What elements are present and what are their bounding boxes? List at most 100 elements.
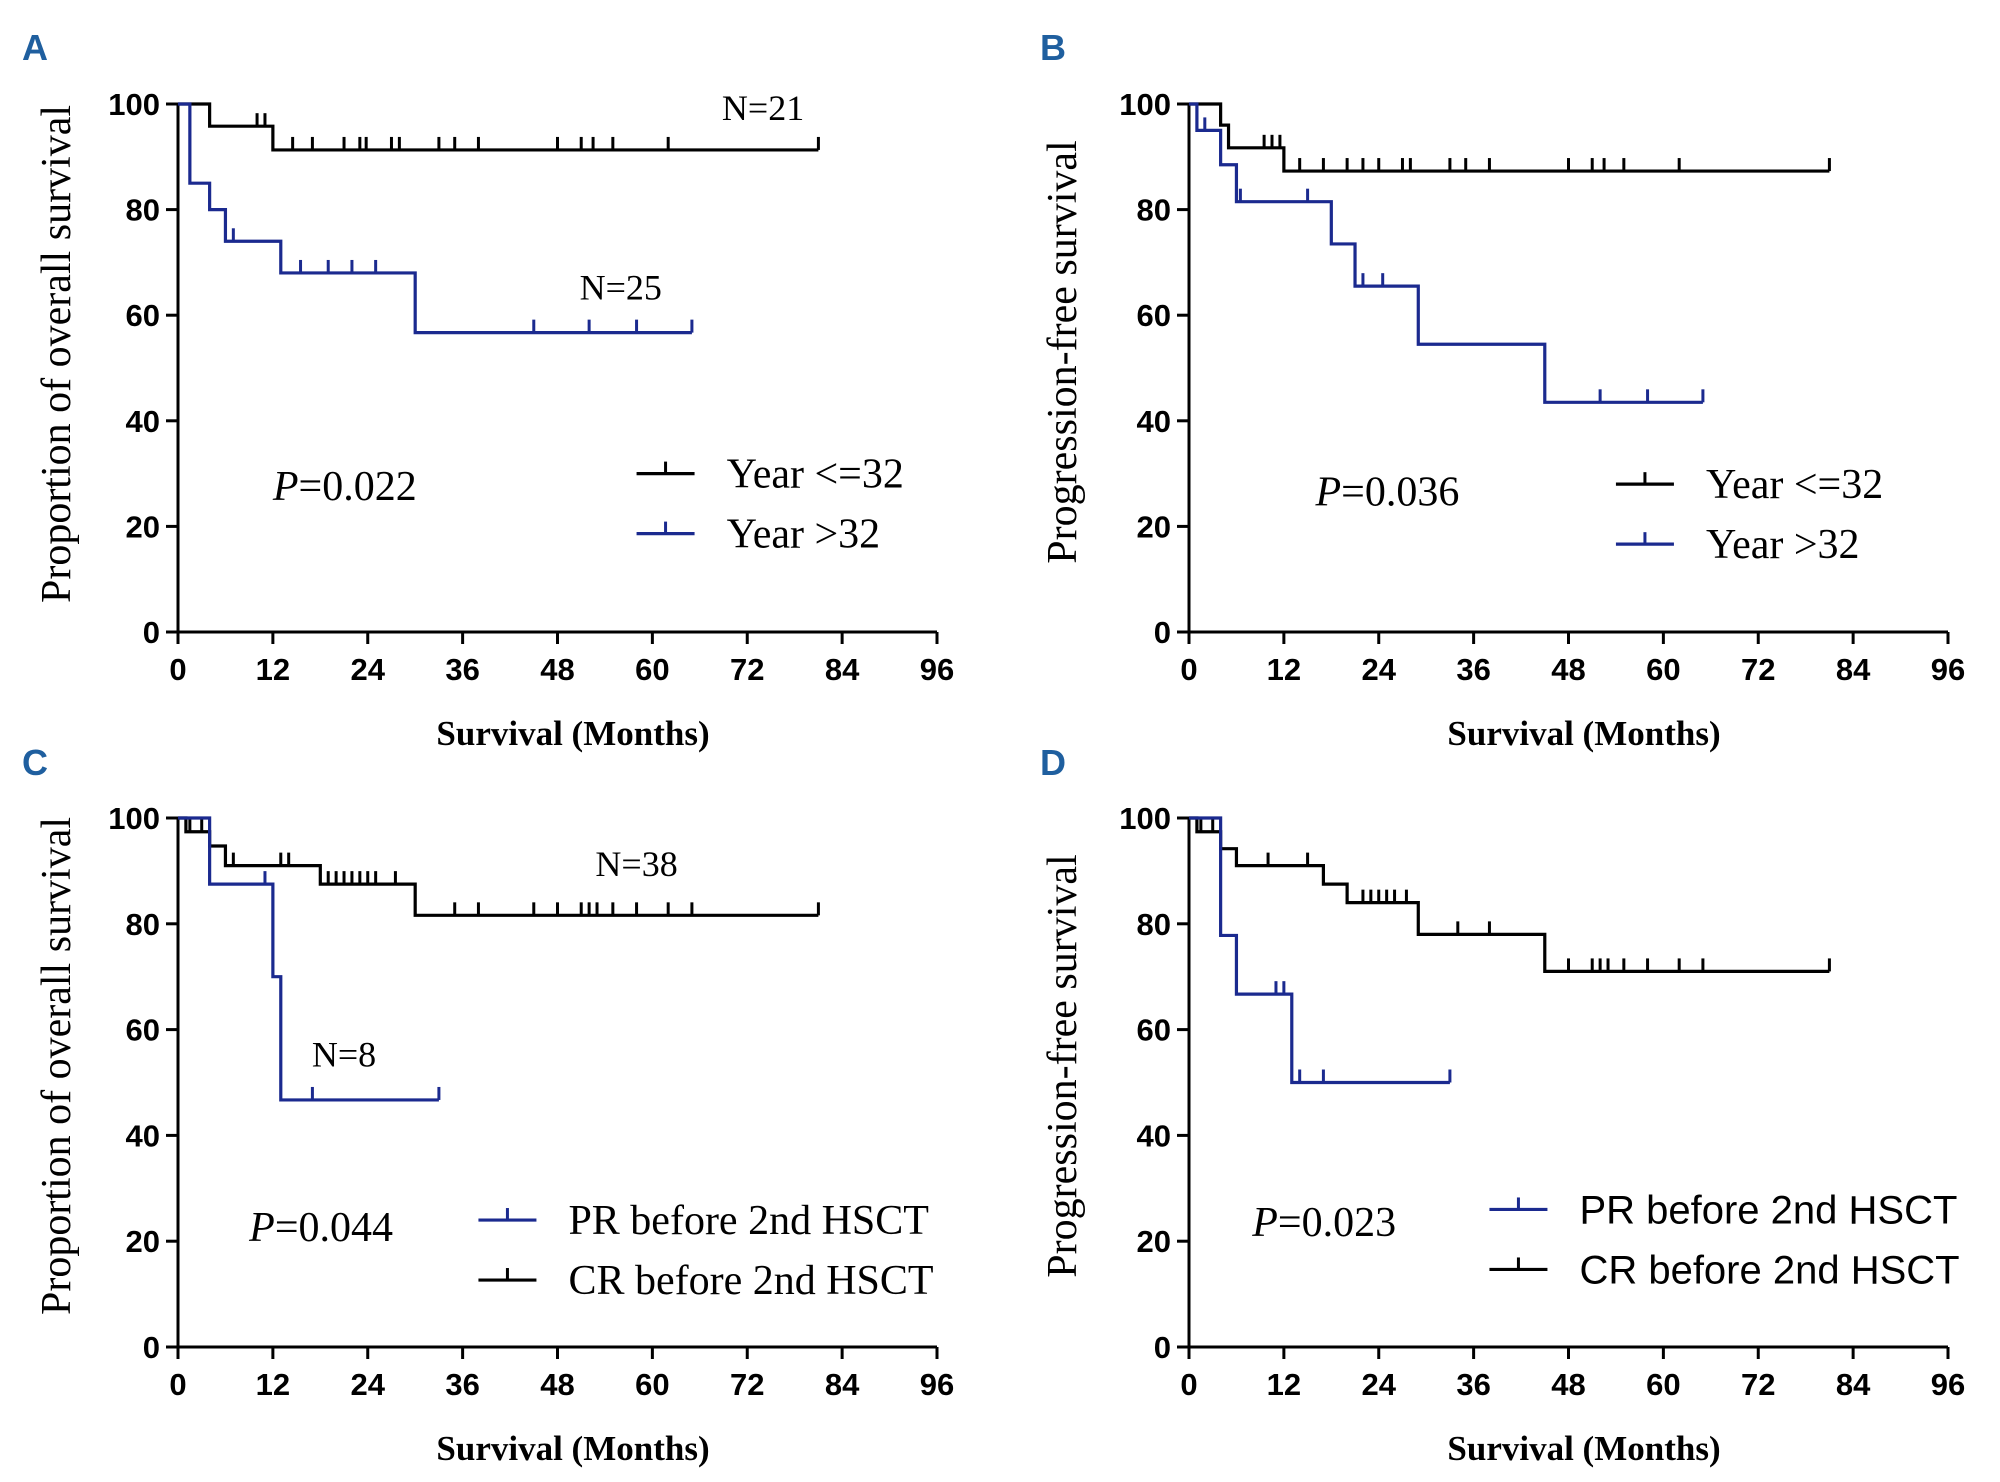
- x-tick-label: 72: [1741, 652, 1775, 687]
- y-tick-label: 40: [1137, 404, 1171, 439]
- p-value-prefix: P: [272, 464, 299, 510]
- panel-b: B Progression-free survival Survival (Mo…: [1040, 27, 1965, 753]
- panel-a-p-value: P=0.022: [272, 464, 417, 510]
- panel-letter-c: C: [22, 742, 48, 783]
- x-tick-label: 0: [1180, 1367, 1197, 1402]
- panel-c-curve-pr-before-2nd-hsct: [178, 816, 439, 1102]
- panel-b-plot: 0 12 24 36 48 60 72 84 96 0 20 40 60 80 100 P=0.036 Year…: [1119, 87, 1965, 687]
- x-tick-label: 24: [1362, 652, 1397, 687]
- panel-c-plot: 0 12 24 36 48 60 72 84 96 0 20 40 60 80 100 N=38 N=8 P=0.…: [108, 801, 954, 1402]
- legend-label: Year >32: [727, 512, 881, 558]
- n-label: N=38: [595, 844, 677, 884]
- panel-b-p-value: P=0.036: [1315, 469, 1460, 515]
- panel-a: A Proportion of overall survival Surviva…: [22, 27, 954, 753]
- x-tick-label: 60: [635, 1367, 669, 1402]
- panel-c-legend: PR before 2nd HSCT CR before 2nd HSCT: [478, 1198, 934, 1304]
- x-tick-label: 84: [1836, 1367, 1871, 1402]
- panel-b-curve-year-32: [1189, 102, 1703, 404]
- panel-d-curve-cr-before-2nd-hsct: [1189, 816, 1830, 974]
- y-tick-label: 40: [126, 1118, 160, 1153]
- x-tick-label: 36: [445, 1367, 479, 1402]
- n-label: N=25: [580, 267, 662, 307]
- panel-d: D Progression-free survival Survival (Mo…: [1040, 742, 1965, 1468]
- n-label: N=8: [312, 1035, 376, 1075]
- panel-d-p-value: P=0.023: [1251, 1200, 1396, 1246]
- legend-label: Year <=32: [727, 452, 904, 498]
- panel-d-ylabel: Progression-free survival: [1040, 854, 1086, 1277]
- x-tick-label: 24: [1362, 1367, 1397, 1402]
- y-tick-label: 60: [126, 298, 160, 333]
- x-tick-label: 84: [1836, 652, 1871, 687]
- panel-b-legend: Year <=32 Year >32: [1615, 462, 1883, 568]
- legend-label: Year >32: [1706, 522, 1860, 568]
- panel-a-curve-year-32: [178, 102, 692, 335]
- y-tick-label: 40: [1137, 1118, 1171, 1153]
- y-tick-label: 20: [126, 509, 160, 544]
- y-tick-label: 100: [108, 801, 160, 836]
- x-tick-label: 0: [169, 652, 186, 687]
- y-tick-label: 0: [1154, 1330, 1171, 1365]
- legend-label: PR before 2nd HSCT: [568, 1198, 929, 1244]
- x-tick-label: 12: [1267, 1367, 1301, 1402]
- panel-c-curve-cr-before-2nd-hsct: [178, 816, 819, 917]
- panel-letter-b: B: [1040, 27, 1066, 68]
- x-tick-label: 12: [256, 1367, 290, 1402]
- y-tick-label: 80: [126, 907, 160, 942]
- y-tick-label: 0: [143, 615, 160, 650]
- panel-b-ylabel: Progression-free survival: [1040, 140, 1086, 563]
- x-tick-label: 60: [1646, 1367, 1680, 1402]
- y-tick-label: 100: [108, 87, 160, 122]
- x-tick-label: 60: [635, 652, 669, 687]
- x-tick-label: 0: [169, 1367, 186, 1402]
- y-tick-label: 20: [1137, 509, 1171, 544]
- p-value-number: =0.036: [1341, 469, 1459, 515]
- panel-c-xlabel: Survival (Months): [436, 1429, 709, 1468]
- x-tick-label: 96: [1931, 652, 1965, 687]
- x-tick-label: 96: [920, 1367, 954, 1402]
- x-tick-label: 48: [540, 652, 574, 687]
- x-tick-label: 72: [730, 1367, 764, 1402]
- legend-label: CR before 2nd HSCT: [568, 1258, 933, 1304]
- x-tick-label: 60: [1646, 652, 1680, 687]
- x-tick-label: 96: [920, 652, 954, 687]
- x-tick-label: 48: [1551, 652, 1585, 687]
- x-tick-label: 36: [445, 652, 479, 687]
- x-tick-label: 84: [825, 1367, 860, 1402]
- y-tick-label: 40: [126, 404, 160, 439]
- x-tick-label: 72: [1741, 1367, 1775, 1402]
- panel-a-curve-year-32: [178, 102, 819, 152]
- panel-c: C Proportion of overall survival Surviva…: [22, 742, 954, 1468]
- y-tick-label: 80: [1137, 193, 1171, 228]
- legend-label: Year <=32: [1706, 462, 1883, 508]
- p-value-prefix: P: [1251, 1200, 1278, 1246]
- panel-a-ylabel: Proportion of overall survival: [34, 105, 80, 603]
- panel-c-ylabel: Proportion of overall survival: [34, 817, 80, 1315]
- p-value-prefix: P: [248, 1205, 275, 1251]
- panel-letter-a: A: [22, 27, 48, 68]
- panel-d-xlabel: Survival (Months): [1447, 1429, 1720, 1468]
- panel-d-plot: 0 12 24 36 48 60 72 84 96 0 20 40 60 80 100 P=0.023 PR b…: [1119, 801, 1965, 1402]
- y-tick-label: 0: [143, 1330, 160, 1365]
- y-tick-label: 60: [1137, 1013, 1171, 1048]
- y-tick-label: 20: [126, 1224, 160, 1259]
- y-tick-label: 0: [1154, 615, 1171, 650]
- panel-d-curve-pr-before-2nd-hsct: [1189, 816, 1450, 1085]
- panel-b-xlabel: Survival (Months): [1447, 714, 1720, 753]
- panel-c-p-value: P=0.044: [248, 1205, 393, 1251]
- x-tick-label: 72: [730, 652, 764, 687]
- x-tick-label: 48: [1551, 1367, 1585, 1402]
- x-tick-label: 36: [1456, 652, 1490, 687]
- y-tick-label: 100: [1119, 801, 1171, 836]
- y-tick-label: 80: [126, 193, 160, 228]
- legend-label: CR before 2nd HSCT: [1579, 1248, 1959, 1292]
- x-tick-label: 0: [1180, 652, 1197, 687]
- x-tick-label: 12: [256, 652, 290, 687]
- panel-letter-d: D: [1040, 742, 1066, 783]
- panel-a-plot: 0 12 24 36 48 60 72 84 96 0 20 40 60 80 100 N=21 N=25 P=0…: [108, 87, 954, 687]
- p-value-number: =0.023: [1278, 1200, 1396, 1246]
- y-tick-label: 60: [126, 1013, 160, 1048]
- p-value-number: =0.044: [275, 1205, 393, 1251]
- x-tick-label: 48: [540, 1367, 574, 1402]
- x-tick-label: 24: [351, 1367, 386, 1402]
